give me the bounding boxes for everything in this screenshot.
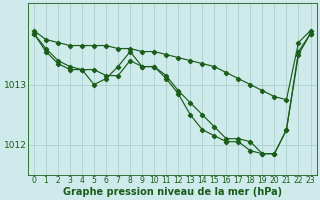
X-axis label: Graphe pression niveau de la mer (hPa): Graphe pression niveau de la mer (hPa)	[63, 187, 282, 197]
